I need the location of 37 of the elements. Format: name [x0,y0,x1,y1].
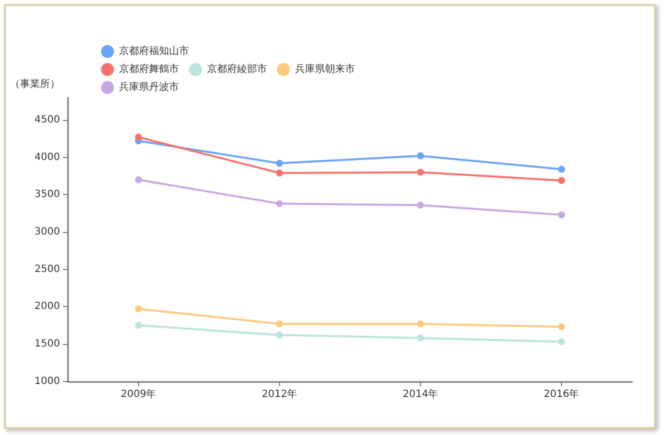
y-tick-label: 3500 [34,189,60,200]
point [276,200,283,208]
y-tick-label: 4000 [34,152,60,163]
y-tick-label: 1000 [34,376,60,387]
point [417,320,424,328]
y-tick-label: 3000 [34,226,60,238]
legend-label: 京都府綾部市 [207,63,267,75]
point [135,305,142,312]
legend-label: 兵庫県丹波市 [119,81,179,93]
x-tick-label: 2016年 [544,388,580,400]
x-tick-label: 2014年 [402,388,438,400]
point [558,338,565,346]
y-tick-label: 2500 [34,264,60,275]
point [417,202,424,209]
legend-label: 兵庫県朝来市 [295,63,355,75]
x-tick-label: 2012年 [262,388,298,400]
x-tick-label: 2009年 [120,388,156,400]
y-tick-label: 1500 [34,338,60,350]
y-tick-label: 4500 [34,114,60,126]
point [135,134,142,141]
y-tick-label: 2000 [34,301,60,312]
point [276,170,283,177]
y-axis-title: （事業所） [10,78,60,90]
point [276,320,283,328]
legend-label: 京都府福知山市 [119,45,189,57]
point [135,322,142,329]
point [558,323,565,330]
point [558,176,565,184]
legend-label: 京都府舞鶴市 [119,63,179,75]
point [417,152,424,160]
point [135,176,142,184]
point [417,168,424,176]
point [276,332,283,339]
point [276,160,283,167]
point [558,166,565,173]
point [558,211,565,218]
point [417,334,424,342]
